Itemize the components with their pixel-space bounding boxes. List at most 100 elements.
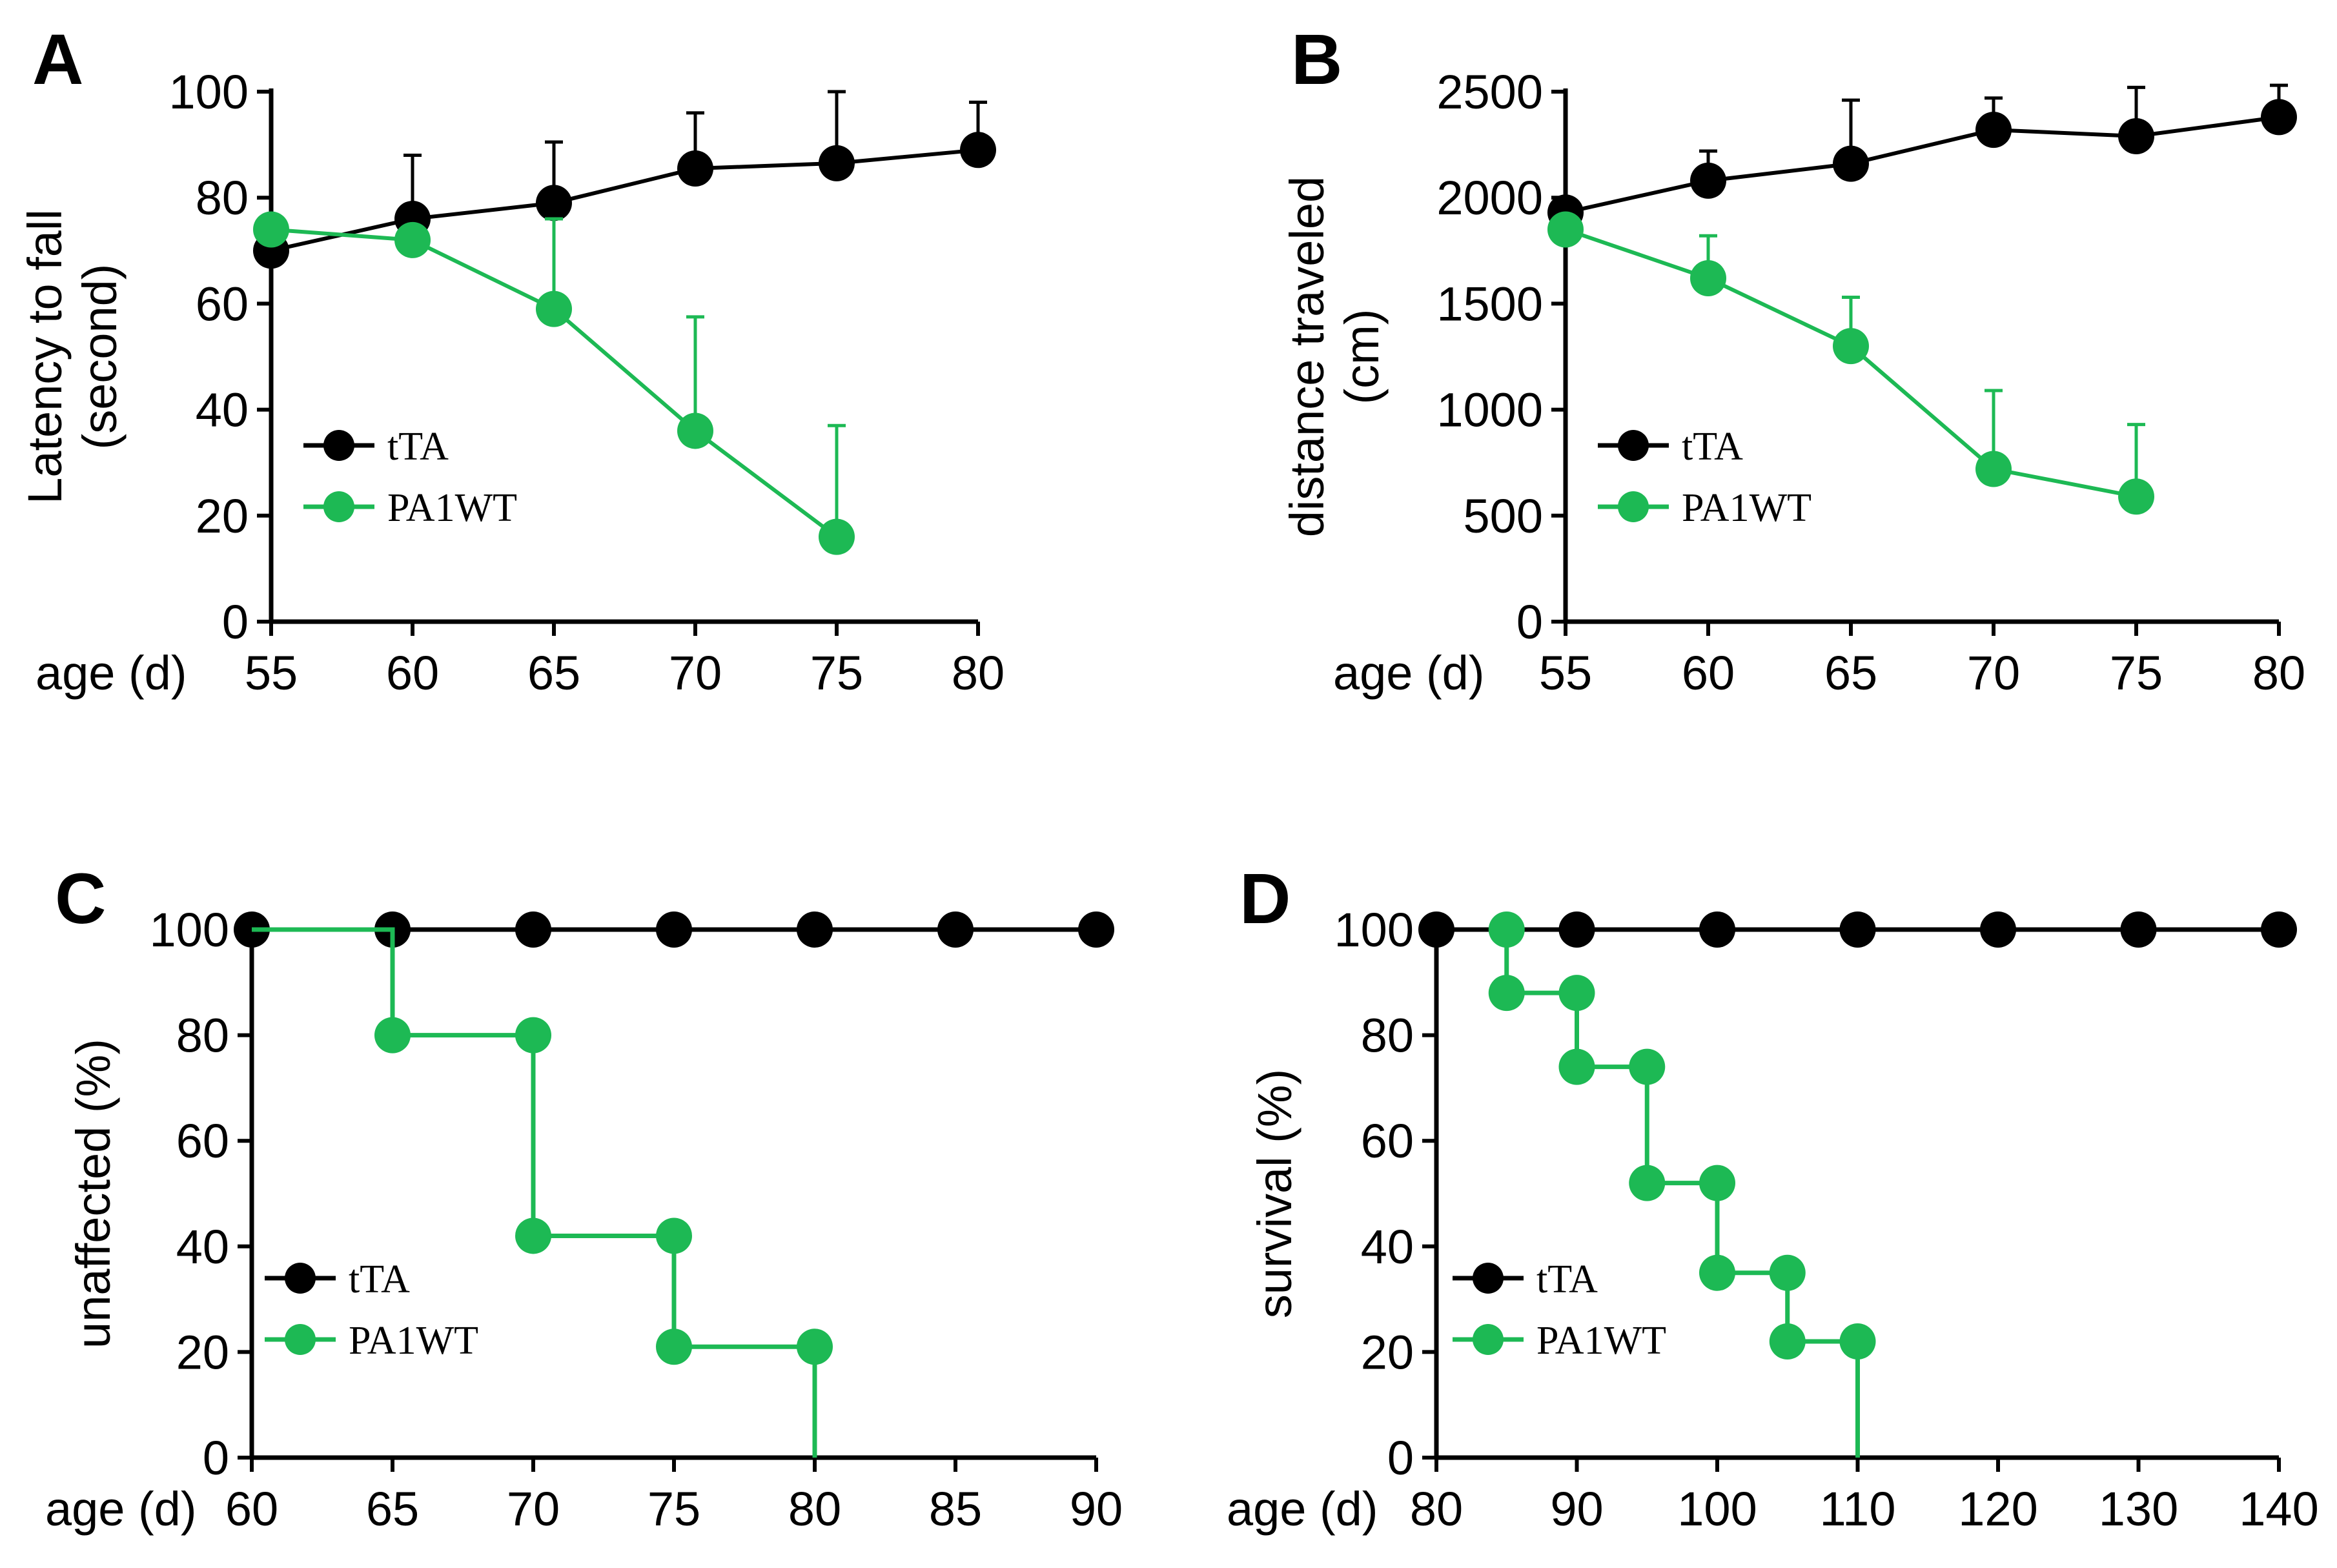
x-tick-label: 70 bbox=[507, 1482, 560, 1536]
series-pa1wt bbox=[1547, 211, 2154, 515]
panel-letter: B bbox=[1291, 20, 1342, 99]
data-point bbox=[374, 1017, 411, 1054]
x-axis-label: age (d) bbox=[1227, 1482, 1378, 1536]
data-point bbox=[677, 412, 713, 449]
data-point bbox=[253, 211, 289, 248]
x-tick-label: 80 bbox=[788, 1482, 841, 1536]
legend-label: tTA bbox=[1682, 425, 1743, 469]
x-tick-label: 80 bbox=[2252, 646, 2305, 700]
x-tick-label: 100 bbox=[1677, 1482, 1757, 1536]
x-tick-label: 75 bbox=[648, 1482, 700, 1536]
legend-marker bbox=[1618, 430, 1649, 461]
y-tick-label: 1000 bbox=[1436, 383, 1543, 437]
data-point bbox=[1558, 911, 1595, 948]
data-point bbox=[1839, 1323, 1876, 1360]
y-tick-label: 60 bbox=[1361, 1114, 1414, 1168]
data-point bbox=[1558, 975, 1595, 1012]
x-tick-label: 85 bbox=[929, 1482, 982, 1536]
x-tick-label: 55 bbox=[245, 646, 298, 700]
x-tick-label: 120 bbox=[1958, 1482, 2037, 1536]
data-point bbox=[1699, 1165, 1735, 1201]
x-tick-label: 90 bbox=[1070, 1482, 1123, 1536]
data-point bbox=[1418, 911, 1454, 948]
legend: tTA PA1WT bbox=[265, 1257, 478, 1363]
y-tick-label: 40 bbox=[176, 1220, 229, 1274]
x-axis-label: age (d) bbox=[1333, 646, 1484, 700]
y-axis-label: distance traveled bbox=[1280, 176, 1334, 537]
y-tick-label: 80 bbox=[196, 171, 249, 225]
y-tick-label: 0 bbox=[1387, 1431, 1414, 1485]
y-tick-label: 500 bbox=[1464, 489, 1543, 543]
panel-letter: A bbox=[32, 20, 83, 99]
x-tick-label: 70 bbox=[1967, 646, 2020, 700]
legend-label: tTA bbox=[387, 425, 449, 469]
x-tick-label: 75 bbox=[810, 646, 863, 700]
data-point bbox=[2118, 117, 2154, 154]
panel-letter: D bbox=[1240, 859, 1291, 939]
legend-label: tTA bbox=[1536, 1257, 1598, 1301]
y-tick-label: 20 bbox=[1361, 1325, 1414, 1379]
legend: tTA PA1WT bbox=[1453, 1257, 1666, 1363]
y-tick-label: 1500 bbox=[1436, 277, 1543, 331]
data-point bbox=[656, 1329, 692, 1365]
data-point bbox=[2261, 911, 2297, 948]
data-point bbox=[937, 911, 974, 948]
data-point bbox=[1488, 975, 1525, 1012]
data-point bbox=[1833, 145, 1869, 182]
x-tick-label: 65 bbox=[527, 646, 580, 700]
data-point bbox=[819, 518, 855, 555]
data-point bbox=[2118, 478, 2154, 515]
y-tick-label: 80 bbox=[176, 1009, 229, 1063]
data-point bbox=[656, 1217, 692, 1254]
y-axis-label: unaffected (%) bbox=[66, 1039, 120, 1349]
legend: tTA PA1WT bbox=[1598, 425, 1811, 530]
y-axis-label: survival (%) bbox=[1248, 1069, 1301, 1318]
panel-d: D 0 20 40 60 80 100 80 90 100 110 120 130 140 age (d) s… bbox=[1227, 859, 2319, 1536]
panel-b: B 0 500 1000 1500 2000 2500 55 60 65 70 75 80 age (d)… bbox=[1280, 20, 2305, 700]
series-line bbox=[1565, 115, 2280, 215]
data-point bbox=[1547, 211, 1584, 248]
y-axis-label-units: (second) bbox=[73, 264, 127, 450]
legend-marker bbox=[1618, 491, 1649, 522]
data-point bbox=[797, 1329, 833, 1365]
legend-label: PA1WT bbox=[1536, 1319, 1666, 1363]
data-point bbox=[515, 1017, 551, 1054]
data-point bbox=[1690, 162, 1726, 199]
data-point bbox=[1629, 1165, 1666, 1201]
x-tick-label: 130 bbox=[2099, 1482, 2178, 1536]
y-tick-label: 0 bbox=[203, 1431, 229, 1485]
x-tick-label: 80 bbox=[1410, 1482, 1463, 1536]
series-line bbox=[1504, 930, 1860, 1458]
x-tick-label: 60 bbox=[225, 1482, 278, 1536]
y-tick-label: 100 bbox=[169, 65, 249, 119]
legend-marker bbox=[285, 1263, 316, 1294]
data-point bbox=[515, 1217, 551, 1254]
x-tick-label: 70 bbox=[669, 646, 722, 700]
data-point bbox=[1699, 911, 1735, 948]
data-point bbox=[1629, 1048, 1666, 1085]
legend-label: PA1WT bbox=[387, 486, 517, 530]
y-tick-label: 2000 bbox=[1436, 171, 1543, 225]
data-point bbox=[1699, 1254, 1735, 1291]
y-tick-label: 0 bbox=[1516, 595, 1543, 649]
data-point bbox=[1488, 911, 1525, 948]
panel-a: A 0 20 40 60 80 100 55 60 65 70 75 80 age (d) Latency … bbox=[18, 20, 1005, 700]
legend-marker bbox=[1473, 1324, 1504, 1355]
x-tick-label: 60 bbox=[1682, 646, 1735, 700]
data-point bbox=[1839, 911, 1876, 948]
legend: tTA PA1WT bbox=[303, 425, 517, 530]
data-point bbox=[536, 185, 572, 221]
y-tick-label: 60 bbox=[176, 1114, 229, 1168]
y-axis-label: Latency to fall bbox=[18, 209, 72, 504]
series-tta bbox=[1547, 83, 2297, 231]
data-point bbox=[1558, 1048, 1595, 1085]
series-line bbox=[270, 148, 979, 253]
legend-label: PA1WT bbox=[1682, 486, 1811, 530]
y-tick-label: 40 bbox=[196, 383, 249, 437]
panel-letter: C bbox=[55, 859, 106, 939]
x-tick-label: 90 bbox=[1550, 1482, 1603, 1536]
x-axis-label: age (d) bbox=[45, 1482, 196, 1536]
series-line bbox=[252, 927, 817, 1458]
data-point bbox=[1769, 1323, 1806, 1360]
